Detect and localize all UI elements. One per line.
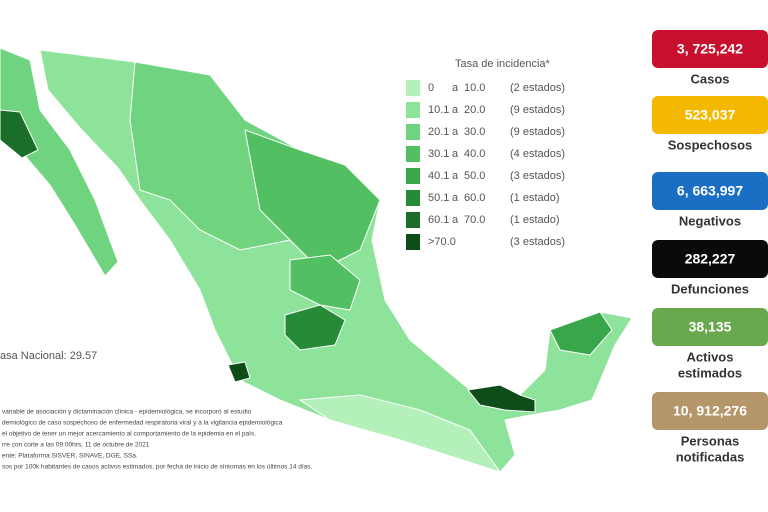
legend-to: 30.0 [464, 126, 485, 138]
tabasco-dark [467, 384, 536, 413]
legend-count: (3 estados) [510, 170, 565, 182]
legend-count: (1 estado) [510, 214, 560, 226]
legend-title: Tasa de incidencia* [455, 58, 551, 70]
colima-dark [227, 361, 251, 383]
legend-count: (3 estados) [510, 236, 565, 248]
legend-to: 70.0 [464, 214, 485, 226]
legend-to: 20.0 [464, 104, 485, 116]
legend-from: >70.0 [428, 236, 456, 248]
legend-count: (1 estado) [510, 192, 560, 204]
center-green [289, 254, 361, 311]
stat-box [652, 240, 768, 278]
note-line: sos por 100k habitantes de casos activos… [2, 464, 313, 471]
stat-box [652, 308, 768, 346]
legend-from: 10.1 [428, 104, 449, 116]
stat-box [652, 96, 768, 134]
note-line: el objetivo de tener un mejor acercamien… [2, 431, 256, 438]
legend-swatch [406, 102, 420, 118]
legend-from: 60.1 [428, 214, 449, 226]
stat-label: Sospechosos [668, 137, 753, 152]
stat-value: 6, 663,997 [677, 183, 743, 199]
note-line: demiológico de caso sospechoso de enferm… [2, 420, 283, 427]
legend-count: (2 estados) [510, 82, 565, 94]
notes: variable de asociación y dictaminación c… [2, 409, 313, 471]
stat-label: estimados [678, 365, 742, 380]
stat-value: 523,037 [685, 107, 736, 123]
legend-from: 30.1 [428, 148, 449, 160]
stat-box [652, 30, 768, 68]
stat-label: Activos [687, 349, 734, 364]
stat-label: Personas [681, 433, 740, 448]
legend-sep: a [452, 214, 459, 226]
legend-count: (9 estados) [510, 104, 565, 116]
note-line: ente: Plataforma SISVER, SINAVE, DGE, SS… [2, 453, 138, 460]
legend-swatch [406, 212, 420, 228]
stats: 3, 725,242 Casos 523,037 Sospechosos 6, 663,… [652, 30, 768, 464]
south-light [298, 394, 502, 473]
legend-count: (4 estados) [510, 148, 565, 160]
legend-to: 40.0 [464, 148, 485, 160]
legend-swatch [406, 168, 420, 184]
stat-box [652, 392, 768, 430]
legend-swatch [406, 234, 420, 250]
map [0, 47, 633, 473]
northeast-states [244, 129, 381, 271]
legend-to: 10.0 [464, 82, 485, 94]
stat-value: 10, 912,276 [673, 403, 747, 419]
stat-label: Negativos [679, 213, 741, 228]
stat-value: 38,135 [689, 319, 732, 335]
stat-box [652, 172, 768, 210]
legend-swatch [406, 124, 420, 140]
legend-swatch [406, 190, 420, 206]
legend-to: 60.0 [464, 192, 485, 204]
legend-swatch [406, 80, 420, 96]
stat-value: 282,227 [685, 251, 736, 267]
legend-sep: a [452, 82, 459, 94]
legend-from: 40.1 [428, 170, 449, 182]
stat-label: Casos [690, 71, 729, 86]
legend-sep: a [452, 104, 459, 116]
legend-to: 50.0 [464, 170, 485, 182]
legend-sep: a [452, 170, 459, 182]
legend-sep: a [452, 126, 459, 138]
legend-from: 50.1 [428, 192, 449, 204]
stat-value: 3, 725,242 [677, 41, 743, 57]
stat-label: notificadas [676, 449, 745, 464]
legend: 0 a 10.0 (2 estados)10.1 a 20.0 (9 estados)20.… [406, 80, 565, 250]
legend-count: (9 estados) [510, 126, 565, 138]
national-rate: asa Nacional: 29.57 [0, 350, 97, 362]
note-line: variable de asociación y dictaminación c… [2, 409, 252, 416]
baja-north-dark [0, 109, 39, 159]
legend-swatch [406, 146, 420, 162]
legend-from: 20.1 [428, 126, 449, 138]
legend-sep: a [452, 148, 459, 160]
yucatan-green [549, 311, 613, 356]
stat-label: Defunciones [671, 281, 749, 296]
legend-sep: a [452, 192, 459, 204]
legend-from: 0 [428, 82, 434, 94]
note-line: rre con corte a las 09:00hrs, 11 de octu… [2, 442, 150, 449]
